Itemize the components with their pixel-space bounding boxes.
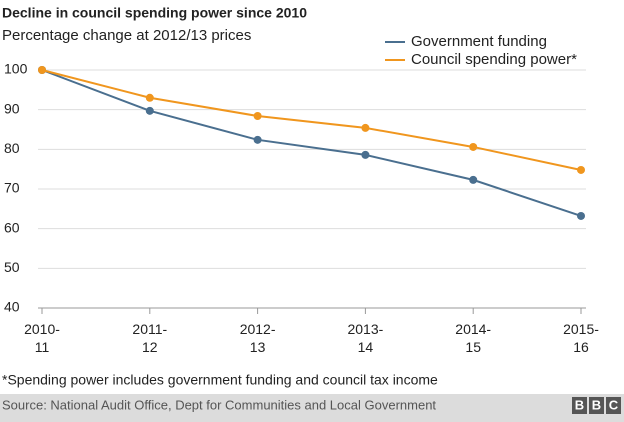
y-tick-label: 40 — [4, 299, 20, 315]
x-tick-label: 2011-12 — [132, 321, 167, 355]
logo-letter: C — [609, 397, 619, 412]
series-line — [41, 69, 582, 171]
y-tick-label: 70 — [4, 180, 20, 196]
logo-box — [589, 397, 604, 414]
y-tick-label: 100 — [4, 61, 28, 77]
x-tick-label: 2010-11 — [24, 321, 60, 355]
logo-box — [606, 397, 621, 414]
y-tick-label: 50 — [4, 259, 20, 275]
legend-label: Government funding — [411, 33, 547, 50]
legend-label: Council spending power* — [411, 51, 577, 68]
logo-box — [572, 397, 587, 414]
data-point — [469, 142, 478, 151]
data-point — [145, 106, 154, 115]
logo-letter: B — [575, 397, 584, 412]
data-point — [253, 135, 262, 144]
data-point — [577, 211, 585, 220]
data-point — [361, 123, 370, 132]
chart-subtitle: Percentage change at 2012/13 prices — [2, 27, 251, 44]
source: Source: National Audit Office, Dept for … — [2, 397, 436, 412]
x-tick-label: 2012-13 — [240, 321, 276, 355]
logo-letter: B — [592, 397, 601, 412]
y-tick-label: 60 — [4, 219, 20, 235]
x-tick-label: 2015-16 — [563, 321, 599, 355]
data-point — [145, 93, 154, 102]
chart-title: Decline in council spending power since … — [2, 5, 307, 21]
data-point — [38, 66, 46, 74]
y-tick-label: 90 — [4, 100, 20, 116]
data-point — [253, 112, 262, 121]
data-point — [577, 165, 585, 174]
footnote: *Spending power includes government fund… — [2, 372, 438, 388]
y-tick-label: 80 — [4, 140, 20, 156]
footer-bar — [0, 394, 624, 422]
x-tick-label: 2013-14 — [347, 321, 383, 355]
x-tick-label: 2014-15 — [455, 321, 491, 355]
data-point — [361, 150, 370, 159]
series-line — [41, 69, 582, 217]
data-point — [469, 175, 478, 184]
